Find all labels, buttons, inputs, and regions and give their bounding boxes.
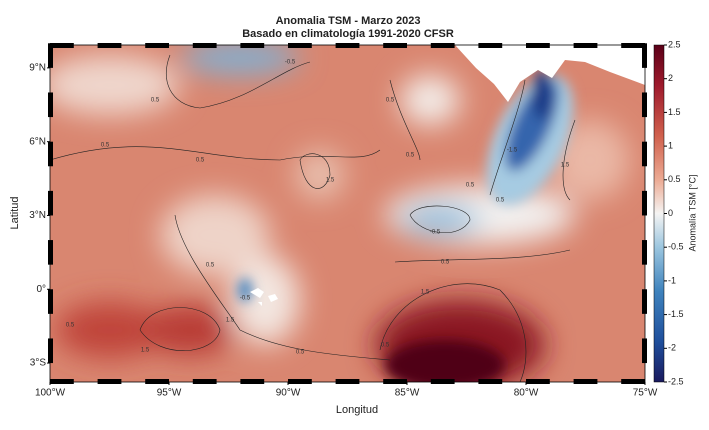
frame-bar xyxy=(48,240,53,265)
frame-bar xyxy=(145,43,169,48)
frame-bar xyxy=(48,43,53,68)
frame-bar xyxy=(526,43,550,48)
contour-label: 0.5 xyxy=(441,260,450,266)
frame-bar xyxy=(621,379,645,384)
x-tick-label: 95°W xyxy=(157,388,182,399)
colorbar-tick-label: -2 xyxy=(668,343,676,353)
x-tick-label: 100°W xyxy=(35,388,66,399)
contour-label: 0.5 xyxy=(296,350,305,356)
frame-bar xyxy=(97,43,122,48)
contour-label: 1.5 xyxy=(226,318,235,324)
frame-bar xyxy=(288,43,312,48)
contour-label: 0.5 xyxy=(101,143,110,149)
contour-label: 1.5 xyxy=(561,163,570,169)
frame-bar xyxy=(48,92,53,118)
contour-label: 0.5 xyxy=(386,98,395,104)
frame-bar xyxy=(642,338,647,364)
frame-bar xyxy=(621,43,645,48)
frame-bar xyxy=(526,379,550,384)
contour-label: -1.5 xyxy=(507,148,518,154)
x-tick-label: 85°W xyxy=(395,388,420,399)
colorbar-tick-label: -1 xyxy=(668,275,676,285)
frame-bar xyxy=(642,289,647,314)
contour-label: 0.5 xyxy=(406,153,415,159)
frame-bar xyxy=(642,240,647,265)
contour-label: 1.5 xyxy=(141,348,150,354)
contour-label: 0.5 xyxy=(381,343,390,349)
frame-bar xyxy=(642,43,647,68)
y-tick-label: 3°N xyxy=(29,210,46,221)
frame-bar xyxy=(383,43,407,48)
frame-bar xyxy=(192,43,217,48)
contour-label: 0.5 xyxy=(151,98,160,104)
contour-label: -0.5 xyxy=(285,60,296,66)
frame-bar xyxy=(50,43,74,48)
y-tick-label: 3°S xyxy=(30,358,47,369)
land xyxy=(455,45,645,102)
frame-bar xyxy=(430,43,455,48)
frame-bar xyxy=(240,379,265,384)
frame-bar xyxy=(335,43,360,48)
colorbar xyxy=(653,44,665,383)
colorbar-tick-label: -0.5 xyxy=(668,242,684,252)
frame-bar xyxy=(478,43,503,48)
frame-bar xyxy=(573,379,598,384)
frame-bar xyxy=(430,379,455,384)
frame-bar xyxy=(48,141,53,167)
contour-label: -0.5 xyxy=(430,230,441,236)
contour-label: 0.5 xyxy=(196,158,205,164)
islands xyxy=(250,288,278,306)
contour-label: -0.5 xyxy=(240,296,251,302)
x-tick-label: 90°W xyxy=(276,388,301,399)
frame-bar xyxy=(642,92,647,118)
y-tick-label: 0° xyxy=(36,284,46,295)
frame-bar xyxy=(240,43,265,48)
colorbar-tick-label: -1.5 xyxy=(668,309,684,319)
frame-bar xyxy=(145,379,169,384)
frame-bar xyxy=(642,190,647,216)
colorbar-tick-label: -2.5 xyxy=(668,376,684,386)
frame-bar xyxy=(192,379,217,384)
x-axis-label: Longitud xyxy=(336,404,378,416)
subtitle: Basado en climatología 1991-2020 CFSR xyxy=(242,28,454,40)
x-tick-label: 75°W xyxy=(633,388,658,399)
sst-field: -0.5 0.5 0.5 0.5 0.5 0.5 0.5 0.5 -0.5 1.5 -1.5 0.5 0… xyxy=(50,45,645,382)
colorbar-tick-label: 1.5 xyxy=(668,107,681,117)
frame-bar xyxy=(97,379,122,384)
colorbar-tick-label: 0.5 xyxy=(668,174,681,184)
frame-bar xyxy=(642,141,647,167)
colorbar-tick-label: 2 xyxy=(668,73,673,83)
contour-label: 1.5 xyxy=(421,290,430,296)
colorbar-tick-label: 0 xyxy=(668,208,673,218)
contour-label: 0.5 xyxy=(206,263,215,269)
y-axis-label: Latitud xyxy=(9,196,21,229)
x-tick-label: 80°W xyxy=(514,388,539,399)
frame-bar xyxy=(335,379,360,384)
contours xyxy=(50,54,576,382)
frame-bar xyxy=(573,43,598,48)
contour-label: 0.5 xyxy=(66,323,75,329)
colorbar-label: Anomalía TSM [°C] xyxy=(687,175,697,252)
contour-label: 0.5 xyxy=(466,183,475,189)
y-tick-label: 6°N xyxy=(29,136,46,147)
contour-label: 0.5 xyxy=(496,198,505,204)
colorbar-tick-label: 1 xyxy=(668,140,673,150)
frame-bar xyxy=(478,379,503,384)
title: Anomalia TSM - Marzo 2023 xyxy=(276,15,421,27)
frame-bar xyxy=(48,338,53,364)
y-tick-label: 9°N xyxy=(29,63,46,74)
frame-bar xyxy=(288,379,312,384)
frame-bar xyxy=(50,379,74,384)
contour-label: 1.5 xyxy=(326,178,335,184)
frame-bar xyxy=(383,379,407,384)
colorbar-tick-label: 2.5 xyxy=(668,39,681,49)
frame-bar xyxy=(48,190,53,216)
frame-bar xyxy=(48,289,53,314)
